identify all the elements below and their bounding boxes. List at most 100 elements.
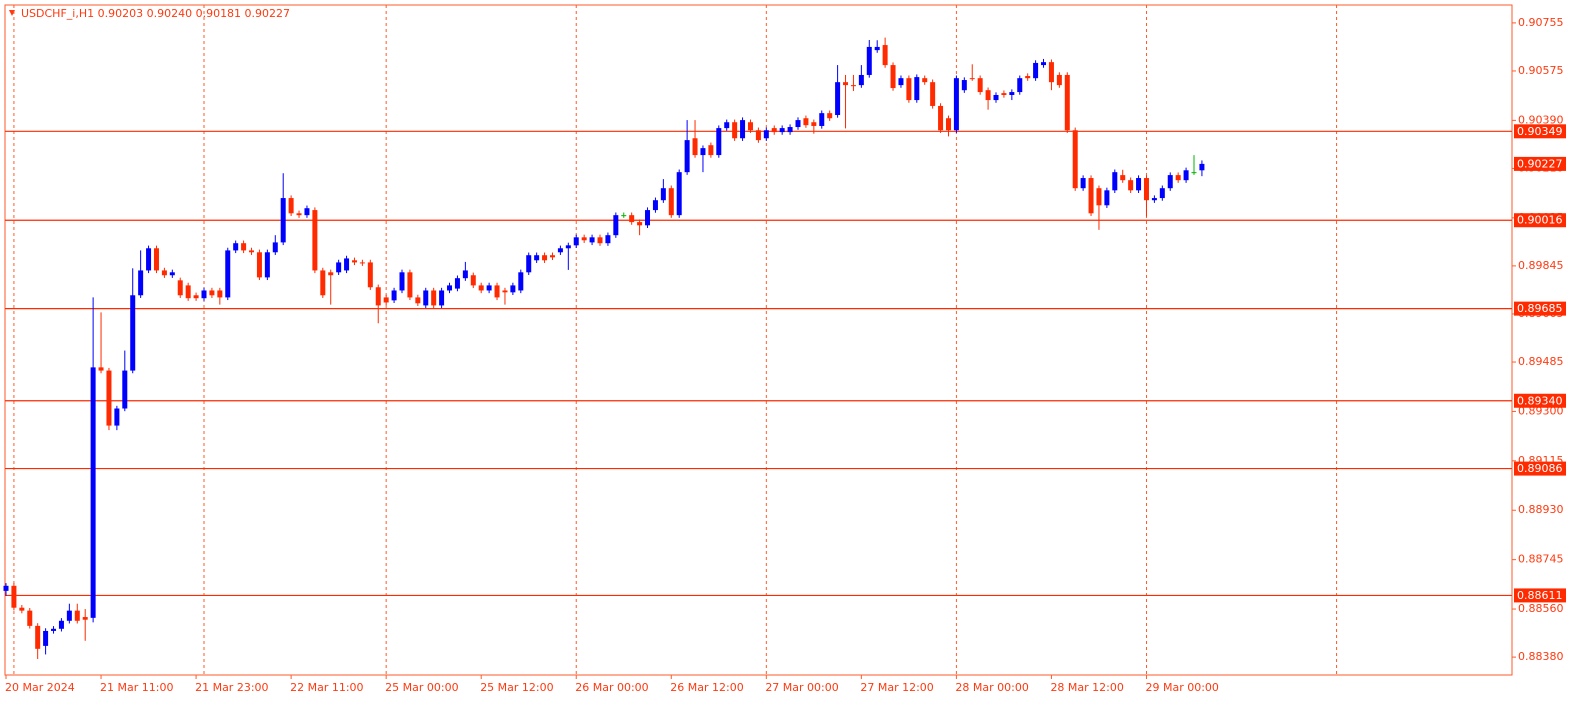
candle-body xyxy=(1088,178,1094,214)
candle-body xyxy=(684,140,690,173)
candle-body xyxy=(645,210,651,226)
candle-body xyxy=(256,252,262,278)
candle-body xyxy=(336,262,342,273)
candle-body xyxy=(328,272,334,276)
candle-body xyxy=(177,280,183,296)
candle-body xyxy=(526,255,532,273)
y-tick-label: 0.89485 xyxy=(1518,355,1564,368)
candle-body xyxy=(874,46,880,51)
candle-body xyxy=(399,272,405,291)
candle-body xyxy=(557,248,563,253)
candle-body xyxy=(431,290,437,306)
candle-body xyxy=(637,222,643,226)
candle-body xyxy=(573,237,579,246)
candle-body xyxy=(1191,172,1197,174)
candle-body xyxy=(945,118,951,131)
candle-body xyxy=(11,585,17,608)
candle-body xyxy=(209,290,215,296)
candle-body xyxy=(1120,175,1126,181)
level-label-box xyxy=(1514,461,1566,476)
candle-body xyxy=(146,248,152,271)
candle-body xyxy=(153,248,159,271)
candle-body xyxy=(447,285,453,291)
candle-body xyxy=(90,367,96,618)
candle-body xyxy=(280,198,286,243)
candle-body xyxy=(977,78,983,93)
candle-body xyxy=(755,130,761,141)
candle-body xyxy=(906,78,912,101)
x-tick-label: 21 Mar 23:00 xyxy=(195,681,268,694)
level-label-box xyxy=(1514,301,1566,316)
candle-body xyxy=(312,210,318,271)
candle-body xyxy=(1048,62,1054,83)
candle-body xyxy=(502,290,508,293)
candle-body xyxy=(1128,180,1134,191)
candle-body xyxy=(454,278,460,289)
candle-body xyxy=(1143,178,1149,201)
candle-body xyxy=(787,127,793,133)
candle-body xyxy=(542,255,548,261)
candle-body xyxy=(747,122,753,131)
candle-body xyxy=(993,94,999,101)
candle-body xyxy=(1151,198,1157,201)
candle-body xyxy=(565,245,571,249)
candle-body xyxy=(803,118,809,126)
candle-body xyxy=(843,82,849,86)
candle-body xyxy=(423,290,429,306)
x-tick-label: 26 Mar 00:00 xyxy=(575,681,648,694)
candle-body xyxy=(494,285,500,298)
candle-body xyxy=(3,585,9,591)
candle-body xyxy=(264,252,270,278)
candle-body xyxy=(233,243,239,251)
candle-body xyxy=(914,77,920,101)
candle-body xyxy=(597,237,603,244)
candle-body xyxy=(58,620,64,629)
candle-body xyxy=(518,272,524,291)
candle-body xyxy=(462,270,468,279)
y-tick-label: 0.88560 xyxy=(1518,602,1564,615)
candle-body xyxy=(1009,92,1015,95)
candle-body xyxy=(1104,190,1110,206)
candle-body xyxy=(1167,175,1173,189)
candle-body xyxy=(676,172,682,216)
candle-body xyxy=(383,297,389,303)
candle-body xyxy=(827,113,833,119)
candle-body xyxy=(652,200,658,211)
candle-body xyxy=(930,82,936,106)
candle-body xyxy=(82,617,88,620)
x-tick-label: 28 Mar 00:00 xyxy=(955,681,1028,694)
plot-frame xyxy=(4,4,1513,676)
candle-body xyxy=(866,46,872,75)
candle-body xyxy=(850,85,856,87)
candle-body xyxy=(1072,130,1078,189)
candle-body xyxy=(122,370,128,409)
candle-body xyxy=(138,270,144,296)
candle-body xyxy=(922,78,928,83)
x-tick-label: 21 Mar 11:00 xyxy=(100,681,173,694)
y-tick-label: 0.90755 xyxy=(1518,16,1564,29)
candle-body xyxy=(74,610,80,621)
candle-body xyxy=(193,295,199,299)
candle-body xyxy=(819,113,825,126)
candle-body xyxy=(534,255,540,261)
candle-body xyxy=(1159,188,1165,199)
level-label: 0.89086 xyxy=(1517,462,1563,475)
price-label: 0.90227 xyxy=(1517,157,1563,170)
y-tick-label: 0.88930 xyxy=(1518,503,1564,516)
y-tick-label: 0.89845 xyxy=(1518,259,1564,272)
candle-body xyxy=(985,90,991,101)
candle-body xyxy=(795,120,801,128)
candle-body xyxy=(241,243,247,251)
candle-body xyxy=(344,258,350,271)
candle-body xyxy=(835,82,841,116)
candle-body xyxy=(51,628,57,631)
chart-title: USDCHF_i,H1 0.90203 0.90240 0.90181 0.90… xyxy=(21,7,290,20)
candle-body xyxy=(486,285,492,291)
candle-body xyxy=(621,215,627,217)
candle-body xyxy=(668,188,674,216)
level-label-box xyxy=(1514,393,1566,408)
candle-body xyxy=(272,242,278,253)
candle-body xyxy=(1183,170,1189,181)
candle-body xyxy=(740,120,746,139)
